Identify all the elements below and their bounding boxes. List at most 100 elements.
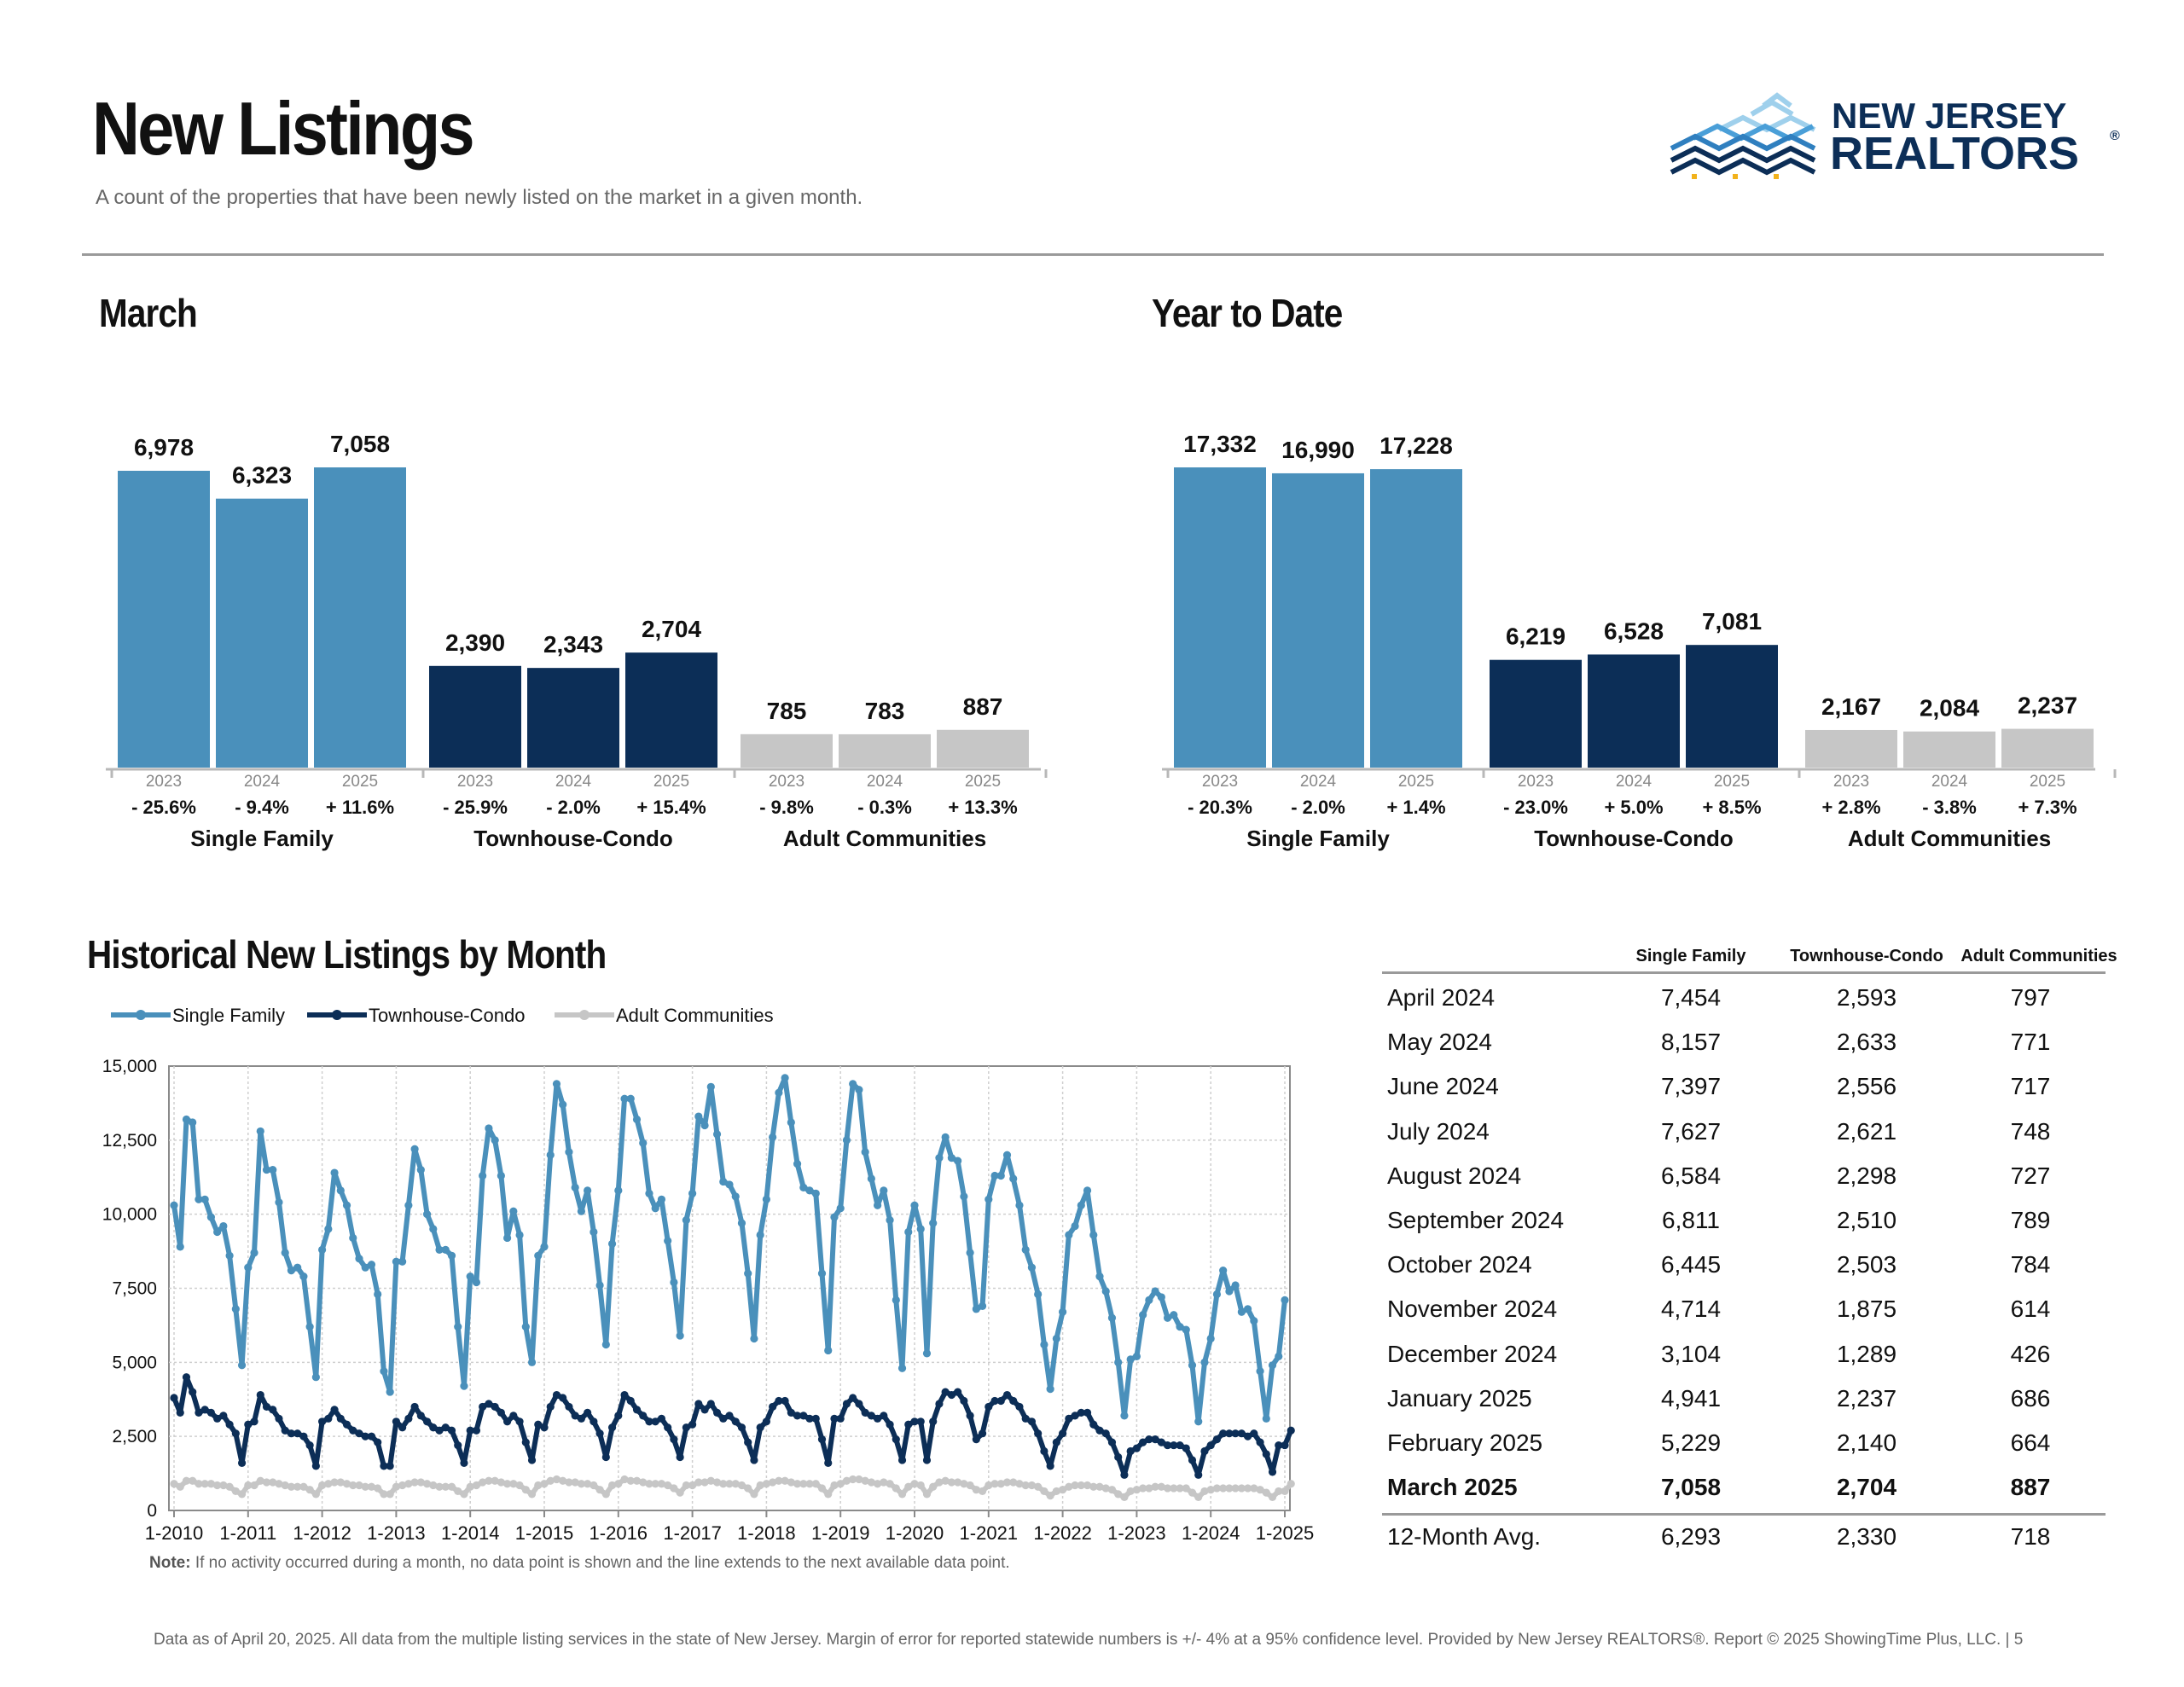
data-point xyxy=(206,1408,215,1417)
data-point xyxy=(1188,1488,1197,1497)
data-point xyxy=(497,1478,505,1487)
data-point xyxy=(996,1171,1005,1180)
data-point xyxy=(1009,1396,1018,1406)
data-point xyxy=(410,1145,419,1153)
data-point xyxy=(416,1412,425,1420)
data-point xyxy=(1275,1441,1283,1450)
bar-change-label: - 25.9% xyxy=(443,797,508,818)
data-point xyxy=(250,1417,258,1426)
cell-adult-communities: 717 xyxy=(2010,1073,2051,1100)
bar xyxy=(625,652,717,768)
bar-year-label: 2023 xyxy=(457,773,493,791)
data-point xyxy=(842,1400,851,1408)
data-point xyxy=(231,1305,240,1313)
data-point xyxy=(725,1480,734,1488)
data-point xyxy=(176,1243,184,1251)
cell-adult-communities: 789 xyxy=(2010,1207,2051,1233)
data-point xyxy=(1151,1435,1159,1444)
data-point xyxy=(571,1183,579,1192)
bar xyxy=(314,467,406,768)
data-point xyxy=(1002,1478,1012,1487)
data-point xyxy=(213,1481,222,1490)
data-point xyxy=(1139,1484,1147,1493)
cell-townhouse-condo: 2,503 xyxy=(1836,1251,1897,1278)
data-point xyxy=(435,1482,444,1491)
cell-single-family: 8,157 xyxy=(1660,1029,1722,1056)
bar-change-label: - 9.8% xyxy=(759,797,814,818)
data-point xyxy=(546,1402,555,1412)
data-point xyxy=(281,1249,289,1257)
cell-adult-communities: 664 xyxy=(2010,1429,2051,1456)
data-point xyxy=(287,1482,296,1491)
data-point xyxy=(960,1192,968,1201)
data-point xyxy=(719,1177,728,1186)
data-point xyxy=(849,1475,857,1484)
bar-year-label: 2023 xyxy=(1202,773,1238,791)
data-point xyxy=(429,1225,438,1233)
data-point xyxy=(960,1480,968,1488)
data-point xyxy=(1083,1481,1092,1490)
data-point xyxy=(571,1412,579,1420)
data-point xyxy=(311,1462,320,1470)
x-tick-label: 1-2011 xyxy=(219,1522,276,1544)
data-point xyxy=(682,1216,690,1225)
data-point xyxy=(1163,1484,1172,1493)
bar-value-label: 887 xyxy=(963,693,1003,720)
data-point xyxy=(213,1414,222,1423)
data-point xyxy=(1287,1480,1295,1488)
legend-item-single-family: Single Family xyxy=(111,1005,285,1026)
logo-registered-mark: ® xyxy=(2110,129,2120,143)
bar xyxy=(1903,731,1995,768)
data-point xyxy=(855,1475,863,1484)
data-point xyxy=(355,1255,363,1263)
data-point xyxy=(454,1441,462,1450)
bar xyxy=(1272,472,1364,768)
data-point xyxy=(189,1476,197,1485)
bar xyxy=(741,733,833,768)
data-point xyxy=(1120,1470,1129,1479)
data-point xyxy=(521,1486,530,1494)
data-point xyxy=(1281,1487,1289,1496)
x-tick-label: 1-2010 xyxy=(145,1522,204,1544)
table-header-single-family: Single Family xyxy=(1635,947,1746,965)
data-point xyxy=(429,1481,438,1490)
data-point xyxy=(287,1429,296,1438)
data-point xyxy=(1170,1441,1178,1450)
data-point xyxy=(651,1204,659,1213)
legend-item-adult-communities: Adult Communities xyxy=(555,1005,774,1026)
data-point xyxy=(645,1189,653,1197)
data-point xyxy=(688,1189,697,1197)
data-point xyxy=(1027,1481,1037,1490)
bar xyxy=(1370,469,1462,768)
data-point xyxy=(1212,1484,1222,1493)
ytd-bar-chart: 17,332 2023 - 20.3% 16,990 2024 - 2.0% 17,228 2… xyxy=(1162,431,2117,851)
data-point xyxy=(231,1487,240,1496)
y-tick-label: 5,000 xyxy=(112,1353,157,1372)
data-point xyxy=(1157,1438,1165,1446)
bar-value-label: 2,237 xyxy=(2018,693,2077,719)
bar-change-label: + 13.3% xyxy=(948,797,1017,818)
data-point xyxy=(824,1490,833,1499)
data-point xyxy=(281,1481,289,1490)
data-point xyxy=(299,1272,308,1281)
bar-change-label: + 1.4% xyxy=(1386,797,1445,818)
data-point xyxy=(725,1412,734,1420)
data-point xyxy=(361,1432,369,1441)
bar-year-label: 2025 xyxy=(1714,773,1750,791)
data-point xyxy=(645,1480,653,1488)
logo-line-1: NEW JERSEY xyxy=(1832,96,2066,136)
data-point xyxy=(1268,1468,1277,1476)
bar-year-label: 2023 xyxy=(769,773,804,791)
data-point xyxy=(460,1458,468,1468)
data-point xyxy=(336,1478,345,1487)
data-point xyxy=(694,1400,703,1408)
data-point xyxy=(441,1245,450,1254)
data-point xyxy=(256,1476,264,1485)
cell-adult-communities: 771 xyxy=(2010,1029,2051,1056)
data-point xyxy=(336,1186,345,1195)
data-point xyxy=(1176,1484,1184,1493)
data-point xyxy=(200,1480,209,1488)
data-point xyxy=(1071,1412,1079,1420)
data-point xyxy=(849,1394,857,1402)
data-point xyxy=(1194,1470,1203,1479)
